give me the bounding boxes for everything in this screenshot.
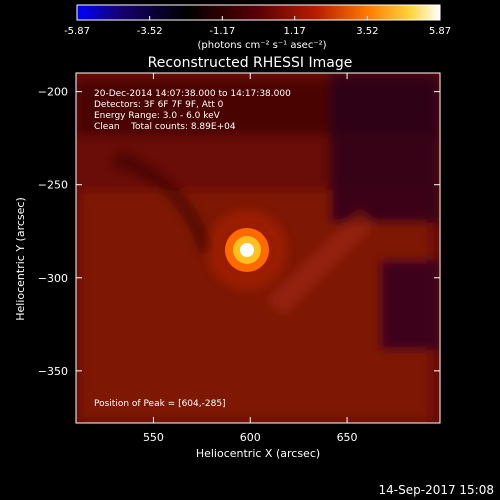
colorbar: -5.87 -3.52 -1.17 1.17 3.52 5.87 (photons cm⁻… bbox=[64, 4, 451, 51]
heatmap-diagonal-streak bbox=[265, 210, 375, 315]
y-tick-label: −250 bbox=[38, 179, 68, 192]
y-tick-label: −300 bbox=[38, 272, 68, 285]
x-tick-label: 650 bbox=[337, 431, 358, 444]
y-axis: −200 −250 −300 −350 bbox=[38, 86, 440, 378]
colorbar-gradient bbox=[76, 4, 441, 21]
chart-title: Reconstructed RHESSI Image bbox=[148, 55, 353, 71]
heatmap-dark-region-lower-right bbox=[380, 260, 440, 350]
annotation-peak-position: Position of Peak = [604,-285] bbox=[94, 399, 226, 409]
colorbar-tick-label: 5.87 bbox=[429, 26, 451, 37]
y-axis-label: Heliocentric Y (arcsec) bbox=[14, 197, 27, 321]
footer-timestamp: 14-Sep-2017 15:08 bbox=[379, 483, 494, 497]
annotation-energy-range: Energy Range: 3.0 - 6.0 keV bbox=[94, 111, 221, 121]
annotation-time-range: 20-Dec-2014 14:07:38.000 to 14:17:38.000 bbox=[94, 89, 291, 99]
x-axis: 550 600 650 bbox=[143, 73, 358, 444]
heatmap-dark-region-upper-right bbox=[330, 73, 440, 223]
y-tick-label: −350 bbox=[38, 365, 68, 378]
x-tick-label: 600 bbox=[240, 431, 261, 444]
heatmap-image bbox=[76, 73, 440, 423]
colorbar-tick-label: -3.52 bbox=[137, 26, 163, 37]
colorbar-unit-label: (photons cm⁻² s⁻¹ asec⁻²) bbox=[197, 40, 326, 51]
y-tick-label: −200 bbox=[38, 86, 68, 99]
colorbar-tick-label: 3.52 bbox=[356, 26, 378, 37]
colorbar-ticks: -5.87 -3.52 -1.17 1.17 3.52 5.87 bbox=[64, 16, 451, 37]
colorbar-tick-label: -5.87 bbox=[64, 26, 90, 37]
colorbar-tick-label: -1.17 bbox=[209, 26, 235, 37]
heatmap-dark-arc bbox=[110, 150, 215, 255]
colorbar-tick-label: 1.17 bbox=[284, 26, 306, 37]
x-tick-label: 550 bbox=[143, 431, 164, 444]
plot-frame bbox=[75, 72, 441, 424]
x-axis-label: Heliocentric X (arcsec) bbox=[196, 447, 320, 460]
heatmap-peak-core bbox=[240, 243, 254, 257]
annotation-detectors: Detectors: 3F 6F 7F 9F, Att 0 bbox=[94, 100, 224, 110]
annotation-clean-counts: Clean Total counts: 8.89E+04 bbox=[94, 122, 236, 132]
